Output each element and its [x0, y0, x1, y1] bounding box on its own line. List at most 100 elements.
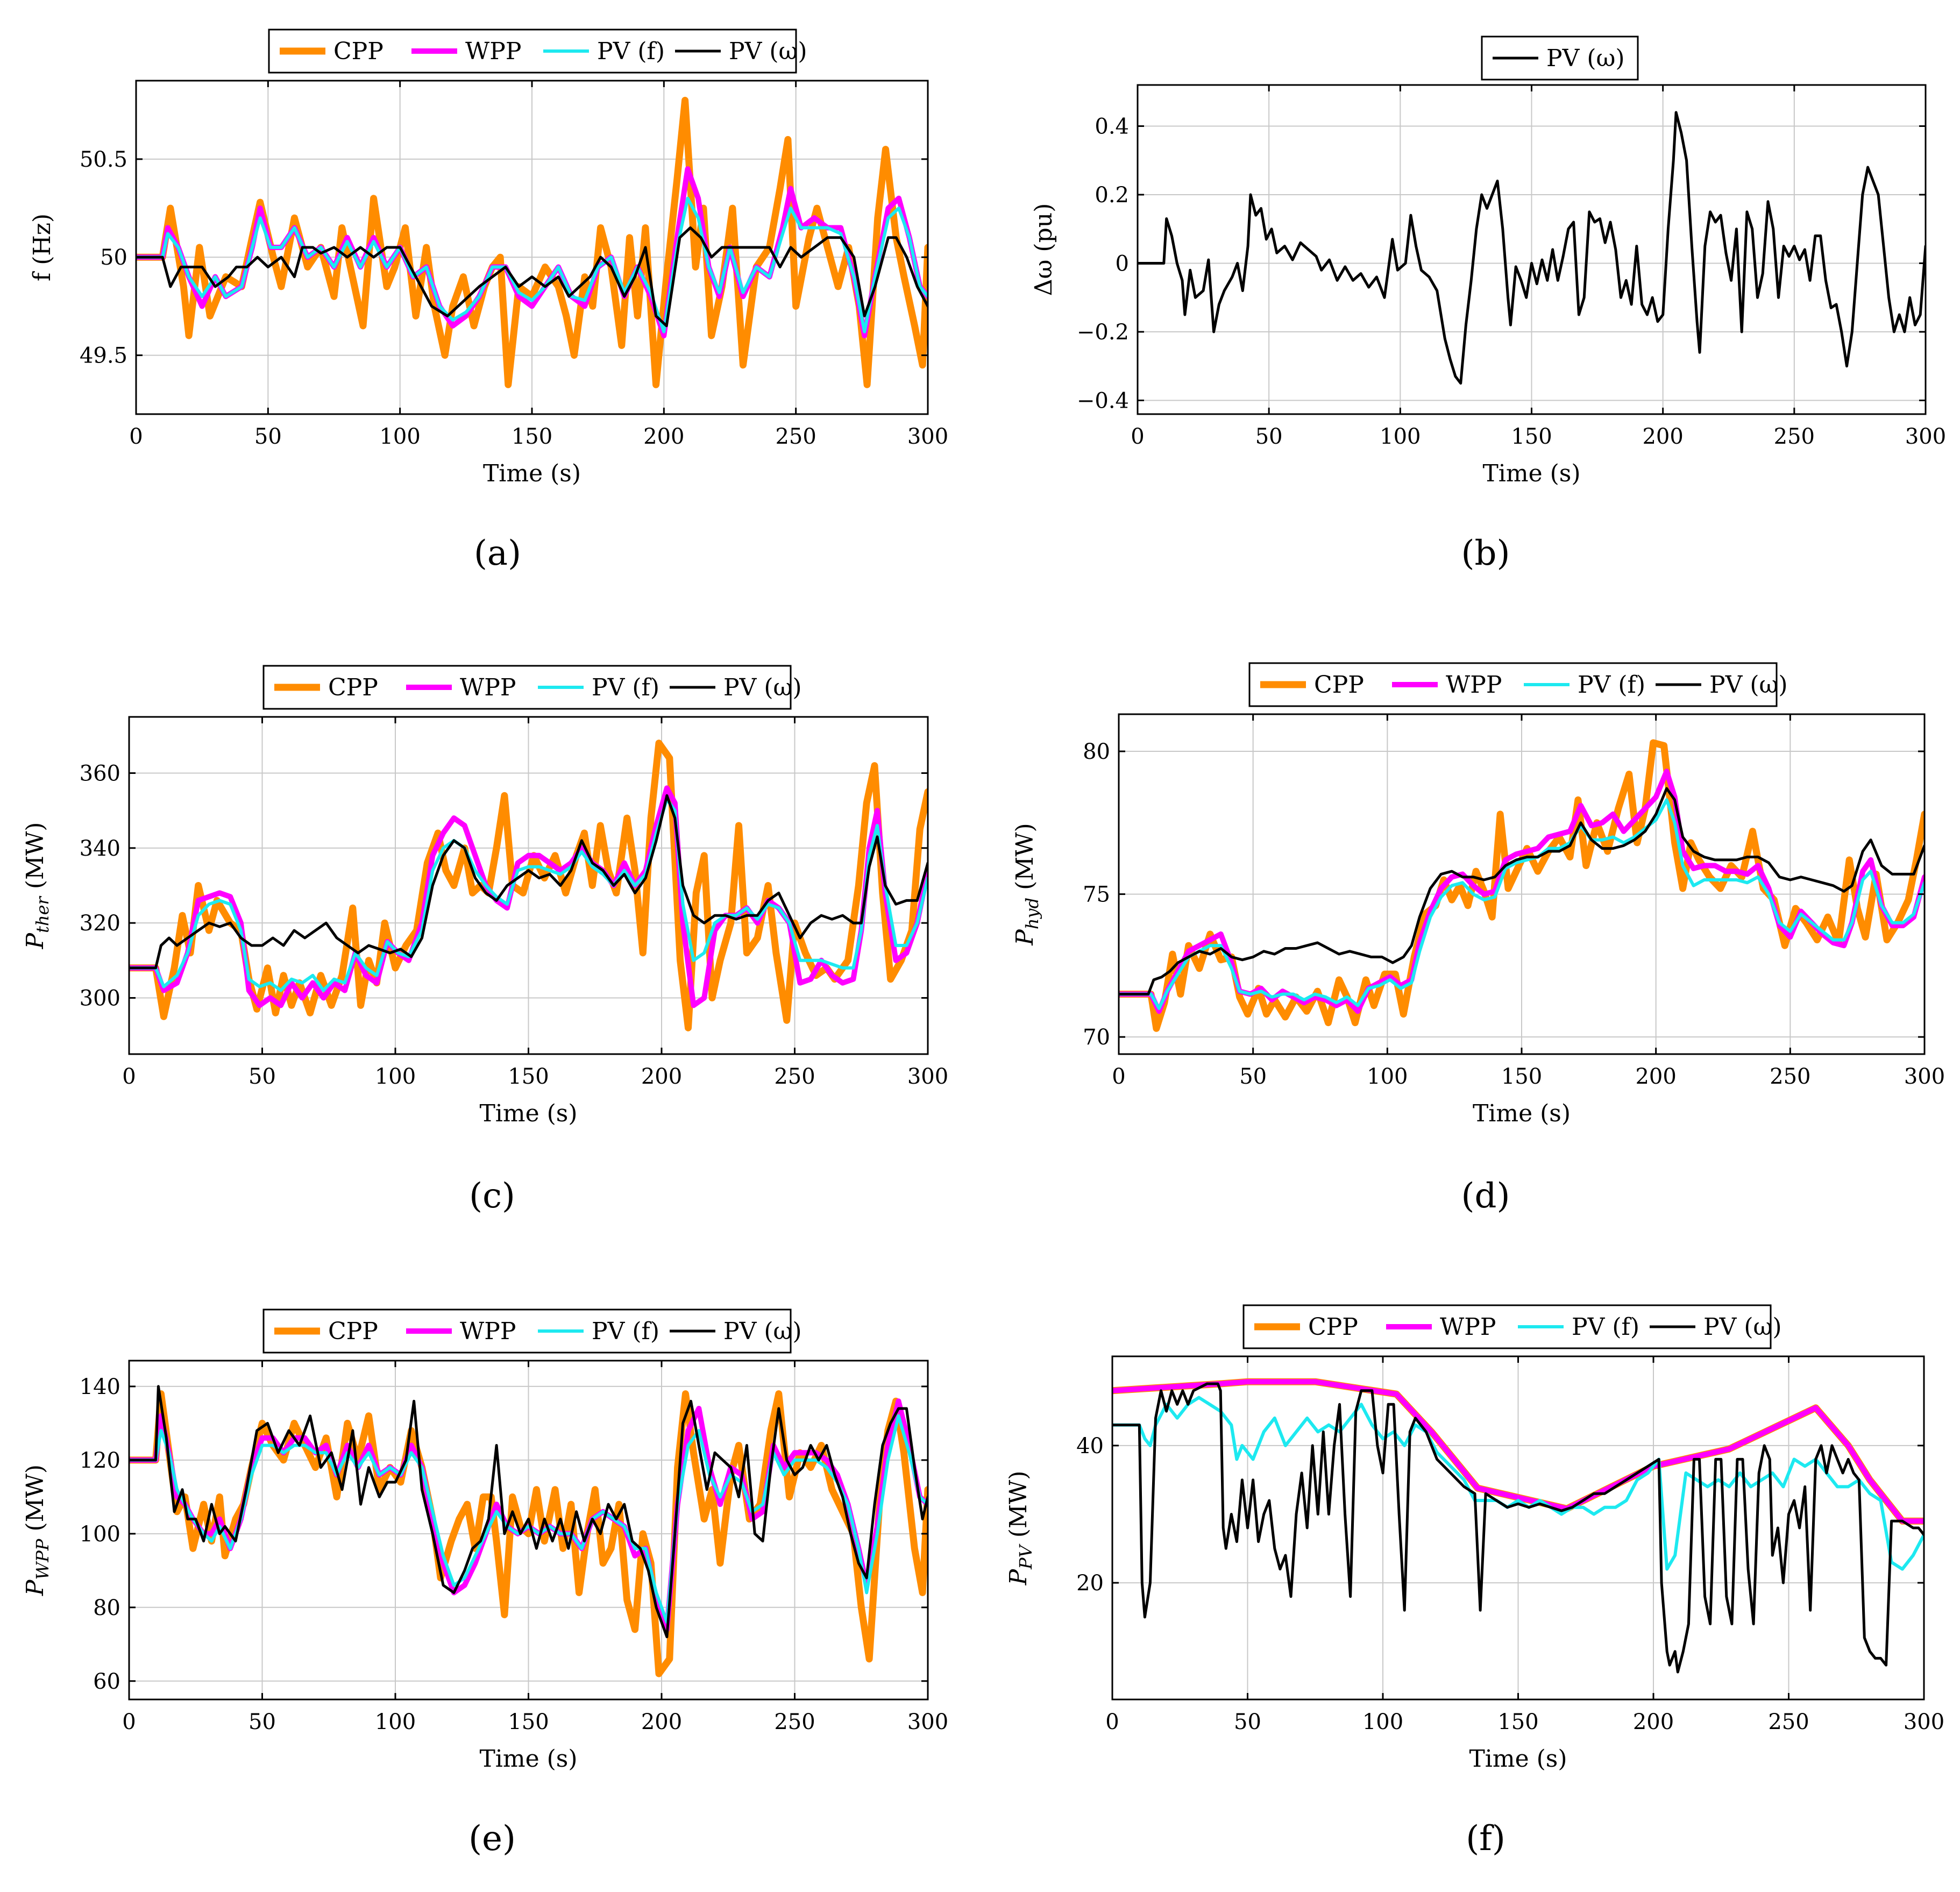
panel-label: (a) — [474, 534, 521, 573]
chart-panel-c: 0 50 100 150 200 250 300 300 320 340 360 Time (s) Pt… — [22, 666, 948, 1216]
y-tick-label: −0.2 — [1077, 320, 1129, 345]
legend-label-cpp: CPP — [328, 674, 378, 701]
legend: CPP WPP PV (f) PV (ω) — [1244, 1305, 1782, 1348]
figure: 0 50 100 150 200 250 30049.55050.5Time (s)f (H… — [0, 0, 1960, 1892]
y-tick-label: 50 — [100, 245, 127, 270]
x-tick-label: 100 — [379, 424, 420, 449]
legend-label-pvf: PV (f) — [597, 38, 665, 65]
y-tick-label: 340 — [80, 836, 120, 861]
legend-label-pvf: PV (f) — [592, 674, 659, 701]
x-tick-label: 100 — [1367, 1064, 1408, 1089]
legend-label-pv: PV (ω) — [1703, 1313, 1782, 1341]
x-tick-label: 0 — [1112, 1064, 1125, 1089]
y-tick-label: 40 — [1076, 1434, 1104, 1459]
legend-label-wpp: WPP — [1440, 1313, 1496, 1341]
legend-label-cpp: CPP — [333, 38, 384, 65]
x-axis-label: Time (s) — [479, 1745, 577, 1773]
x-tick-label: 50 — [1255, 424, 1283, 449]
y-tick-label: 75 — [1083, 883, 1110, 907]
x-tick-label: 0 — [1105, 1710, 1119, 1734]
x-tick-label: 0 — [122, 1064, 136, 1089]
x-tick-label: 50 — [254, 424, 282, 449]
chart-panel-f: 0 50 100 150 200 250 300 20 40 Time (s) PPV (MW) CP… — [1005, 1305, 1944, 1859]
y-tick-label: 100 — [80, 1522, 120, 1547]
panel-label: (e) — [468, 1819, 516, 1859]
legend-label-pvf: PV (f) — [1572, 1313, 1639, 1341]
x-tick-label: 0 — [1131, 424, 1144, 449]
legend-label-cpp: CPP — [328, 1318, 378, 1345]
x-tick-label: 300 — [1904, 1064, 1945, 1089]
legend-label-pv: PV (ω) — [729, 38, 807, 65]
legend-label-wpp: WPP — [460, 1318, 516, 1345]
y-tick-label: 360 — [80, 762, 120, 786]
x-tick-label: 250 — [774, 1710, 815, 1734]
y-axis-label: PWPP (MW) — [22, 1464, 53, 1596]
panel-label: (b) — [1461, 534, 1510, 573]
x-tick-label: 100 — [375, 1064, 416, 1089]
y-axis-label: Δω (pu) — [1030, 203, 1057, 296]
x-tick-label: 150 — [508, 1064, 549, 1089]
x-tick-label: 100 — [1380, 424, 1421, 449]
y-axis-label: Phyd (MW) — [1011, 823, 1042, 945]
x-tick-label: 250 — [774, 1064, 815, 1089]
legend-label-pv: PV (ω) — [1546, 45, 1625, 72]
x-tick-label: 200 — [1635, 1064, 1676, 1089]
y-tick-label: 50.5 — [80, 147, 127, 172]
legend: CPP WPP PV (f) PV (ω) — [264, 1310, 802, 1353]
x-axis-label: Time (s) — [1473, 1100, 1571, 1127]
legend-label-wpp: WPP — [460, 674, 516, 701]
x-tick-label: 0 — [129, 424, 143, 449]
x-tick-label: 150 — [1511, 424, 1552, 449]
x-tick-label: 300 — [907, 1064, 948, 1089]
y-tick-label: 300 — [80, 986, 120, 1011]
x-tick-label: 0 — [122, 1710, 136, 1734]
x-axis-label: Time (s) — [483, 460, 581, 487]
x-tick-label: 100 — [1362, 1710, 1403, 1734]
chart-panel-d: 0 50 100 150 200 250 300 70 75 80 Time (s) Phyd (MW… — [1011, 663, 1945, 1216]
panel-label: (d) — [1461, 1176, 1510, 1216]
x-tick-label: 50 — [248, 1710, 276, 1734]
x-tick-label: 300 — [907, 1710, 948, 1734]
legend: CPP WPP PV (f) PV (ω) — [1249, 663, 1788, 706]
y-tick-label: 0 — [1116, 252, 1129, 276]
x-tick-label: 50 — [248, 1064, 276, 1089]
x-axis-label: Time (s) — [479, 1100, 577, 1127]
x-tick-label: 300 — [1904, 1710, 1944, 1734]
y-tick-label: 140 — [80, 1375, 120, 1399]
y-tick-label: 49.5 — [80, 344, 127, 368]
x-tick-label: 200 — [643, 424, 684, 449]
x-tick-label: 200 — [1642, 424, 1683, 449]
x-tick-label: 300 — [907, 424, 948, 449]
legend: CPP WPP PV (f) PV (ω) — [269, 30, 807, 73]
y-tick-label: 0.2 — [1095, 183, 1129, 208]
x-tick-label: 200 — [641, 1064, 682, 1089]
legend-label-pvf: PV (f) — [1578, 671, 1645, 699]
y-tick-label: 60 — [93, 1669, 120, 1694]
x-tick-label: 200 — [1633, 1710, 1674, 1734]
legend: CPP WPP PV (f) PV (ω) — [264, 666, 802, 709]
y-tick-label: 70 — [1083, 1025, 1110, 1050]
x-axis-label: Time (s) — [1469, 1745, 1567, 1773]
panel-label: (f) — [1466, 1819, 1505, 1859]
legend-label-wpp: WPP — [1446, 671, 1502, 699]
y-axis-label: PPV (MW) — [1005, 1471, 1036, 1586]
x-tick-label: 250 — [1770, 1064, 1810, 1089]
y-axis-label: Pther (MW) — [22, 822, 53, 950]
y-tick-label: 80 — [1083, 739, 1110, 764]
legend-label-cpp: CPP — [1314, 671, 1364, 699]
legend-label-cpp: CPP — [1308, 1313, 1358, 1341]
legend-label-pv: PV (ω) — [1709, 671, 1788, 699]
y-tick-label: −0.4 — [1077, 389, 1129, 414]
chart-panel-a: 0 50 100 150 200 250 300 49.5 50 50.5 Time (s) f (H… — [29, 30, 948, 573]
x-tick-label: 250 — [1774, 424, 1815, 449]
y-tick-label: 80 — [93, 1596, 120, 1620]
x-tick-label: 150 — [1501, 1064, 1542, 1089]
panel-label: (c) — [469, 1176, 515, 1216]
x-tick-label: 50 — [1239, 1064, 1267, 1089]
x-tick-label: 150 — [512, 424, 552, 449]
y-tick-label: 20 — [1076, 1571, 1104, 1596]
x-tick-label: 50 — [1234, 1710, 1261, 1734]
x-tick-label: 100 — [375, 1710, 416, 1734]
legend-label-pv: PV (ω) — [723, 1318, 802, 1345]
chart-panel-b: 0 50 100 150 200 250 300 −0.4 −0.2 0 0.2 0.4 Time (s… — [1030, 37, 1946, 573]
